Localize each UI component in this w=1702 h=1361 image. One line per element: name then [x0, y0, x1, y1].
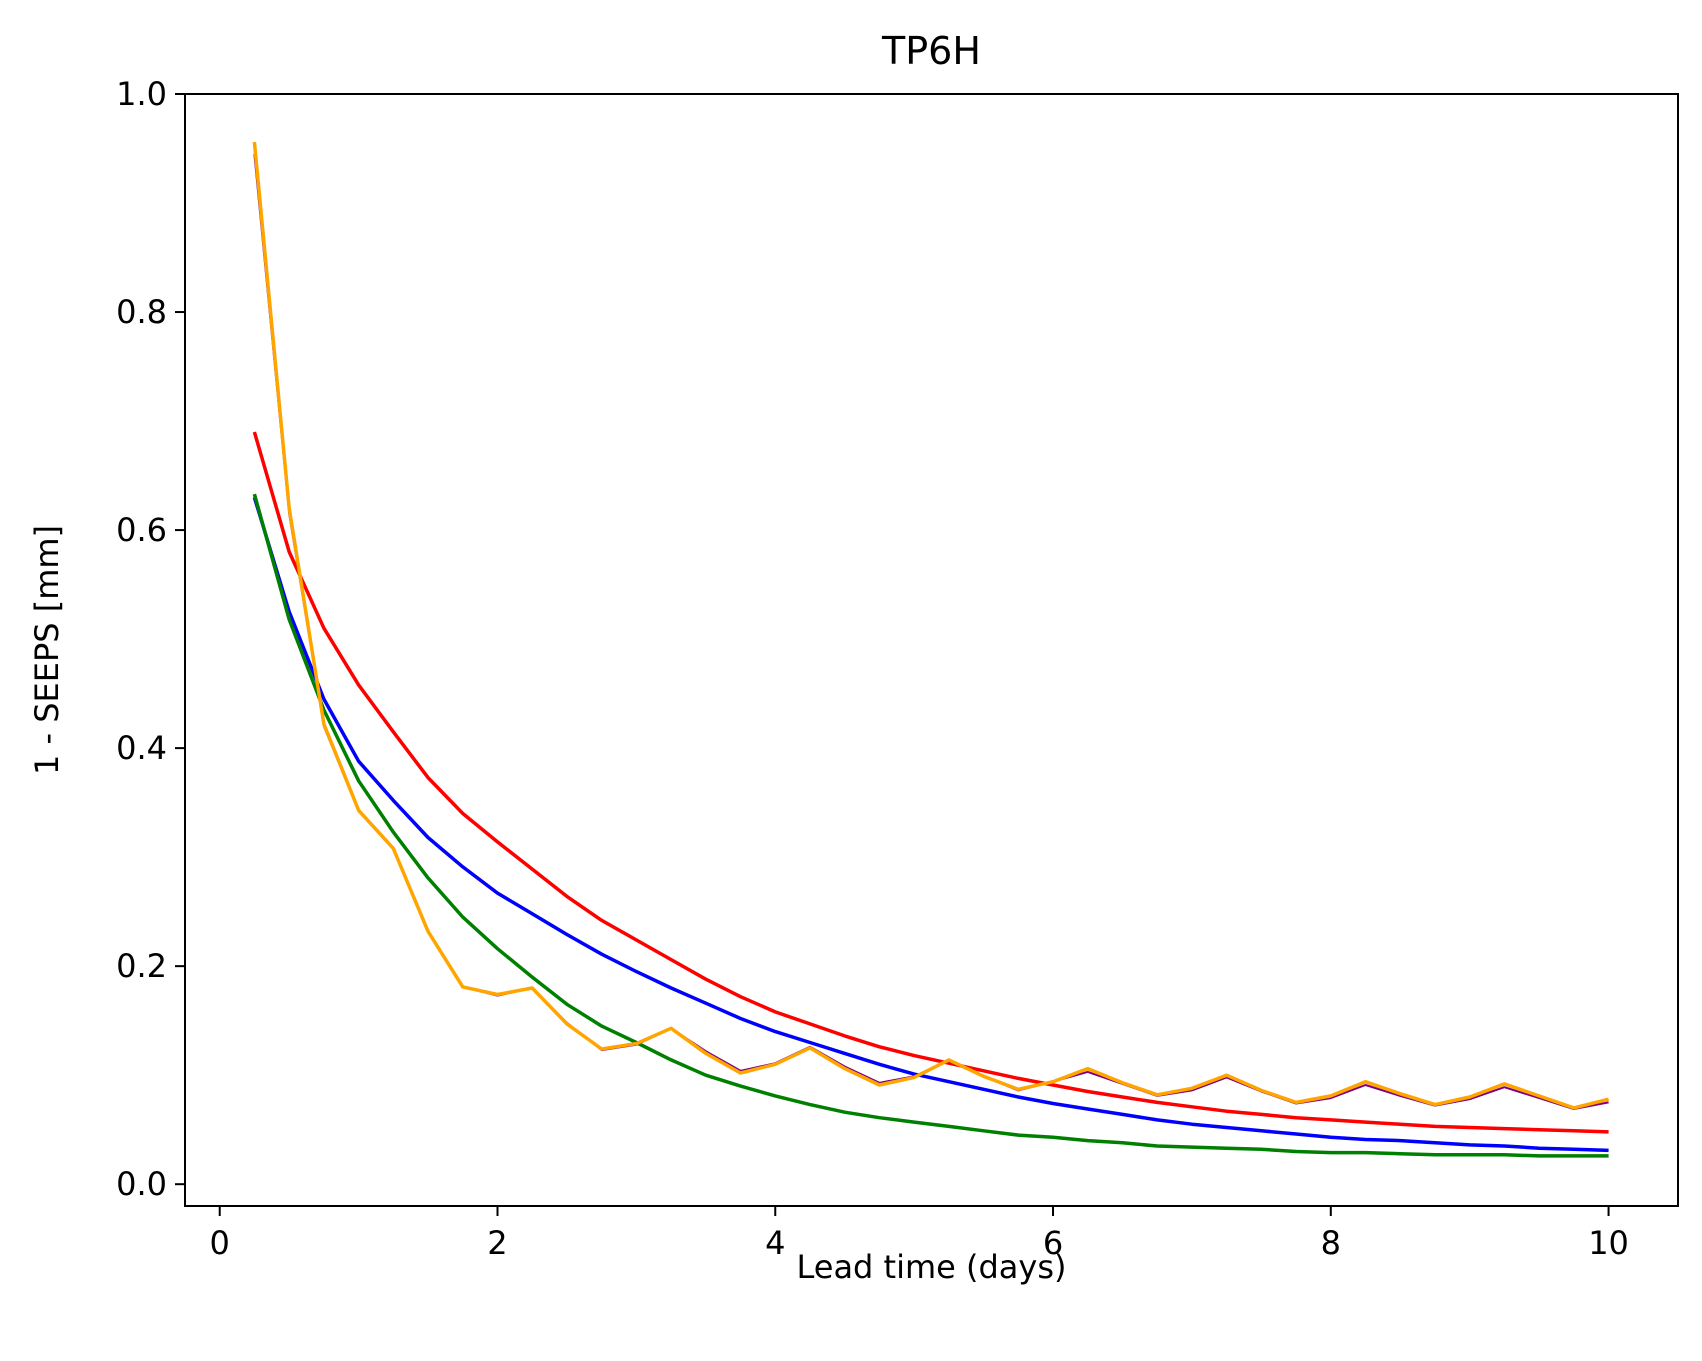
y-tick-label: 0.4 — [116, 729, 167, 767]
series-line-5 — [252, 141, 1610, 1110]
series-line-3 — [252, 493, 1609, 1158]
y-tick-label: 0.0 — [116, 1165, 167, 1203]
x-axis: 0 2 4 6 8 10 — [210, 1206, 1629, 1262]
x-tick-label: 8 — [1321, 1224, 1341, 1262]
x-tick-label: 0 — [210, 1224, 230, 1262]
y-tick-label: 1.0 — [116, 75, 167, 113]
series-line-4 — [253, 153, 1609, 1110]
y-tick-label: 0.8 — [116, 293, 167, 331]
y-tick-label: 0.2 — [116, 947, 167, 985]
x-tick-label: 10 — [1588, 1224, 1629, 1262]
chart-title: TP6H — [881, 29, 981, 73]
series-layer — [252, 141, 1610, 1158]
plot-frame — [184, 93, 1679, 1207]
series-line-1 — [252, 431, 1609, 1134]
x-tick-label: 4 — [765, 1224, 785, 1262]
y-axis: 0.0 0.2 0.4 0.6 0.8 1.0 — [116, 75, 185, 1203]
y-axis-label: 1 - SEEPS [mm] — [28, 525, 66, 775]
x-tick-label: 6 — [1043, 1224, 1063, 1262]
x-axis-label: Lead time (days) — [796, 1248, 1066, 1286]
y-tick-label: 0.6 — [116, 511, 167, 549]
series-line-2 — [252, 496, 1609, 1153]
x-tick-label: 2 — [487, 1224, 507, 1262]
